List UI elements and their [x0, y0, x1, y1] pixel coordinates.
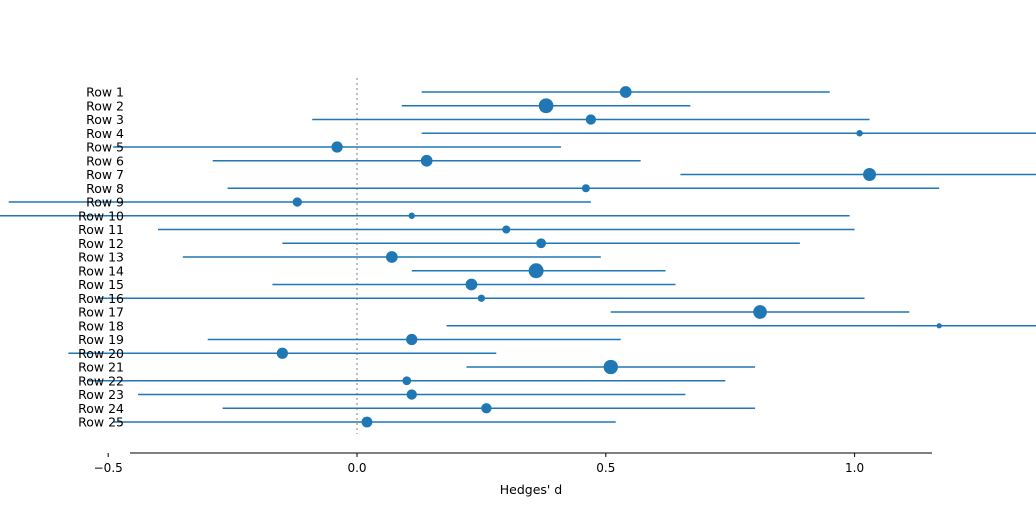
row-label: Row 8	[86, 181, 124, 196]
point-estimate	[538, 98, 554, 114]
row-label: Row 2	[86, 98, 124, 113]
point-estimate	[481, 403, 492, 414]
point-estimate	[331, 141, 343, 153]
point-estimate	[477, 294, 486, 302]
point-estimate	[408, 212, 415, 219]
row-label: Row 7	[86, 167, 124, 182]
row-label: Row 20	[78, 346, 124, 361]
row-label: Row 12	[78, 236, 124, 251]
point-estimate	[619, 86, 632, 98]
row-label: Row 17	[78, 305, 124, 320]
row-label: Row 5	[86, 140, 124, 155]
row-label: Row 23	[78, 387, 124, 402]
row-label: Row 3	[86, 112, 124, 127]
point-estimate	[536, 238, 547, 249]
row-label: Row 18	[78, 318, 124, 333]
point-estimate	[856, 130, 863, 137]
point-estimate	[361, 416, 373, 428]
row-label: Row 14	[78, 263, 124, 278]
x-tick-label: −0.5	[94, 461, 123, 475]
row-label: Row 9	[86, 195, 124, 210]
row-label: Row 4	[86, 126, 124, 141]
x-tick-label: 1.0	[845, 461, 864, 475]
point-estimate	[406, 389, 417, 400]
point-estimate	[936, 323, 942, 329]
point-estimate	[603, 359, 618, 375]
row-label: Row 16	[78, 291, 124, 306]
point-estimate	[528, 263, 544, 279]
x-axis-title: Hedges' d	[500, 482, 563, 497]
row-label: Row 24	[78, 401, 124, 416]
point-estimate	[292, 197, 302, 207]
point-estimate	[581, 184, 590, 193]
point-estimate	[385, 251, 398, 263]
point-estimate-layer	[276, 86, 942, 428]
row-label: Row 13	[78, 250, 124, 265]
row-label: Row 21	[78, 360, 124, 375]
point-estimate	[585, 114, 597, 125]
x-tick-label: 0.5	[596, 461, 615, 475]
row-label: Row 15	[78, 277, 124, 292]
row-label: Row 19	[78, 332, 124, 347]
row-label: Row 1	[86, 85, 124, 100]
row-label: Row 6	[86, 153, 124, 168]
confidence-interval-layer	[0, 91, 1036, 423]
row-label: Row 22	[78, 373, 124, 388]
point-estimate	[406, 333, 418, 346]
point-estimate	[465, 278, 478, 291]
point-estimate	[402, 376, 412, 386]
point-estimate	[502, 225, 511, 234]
x-tick-label: 0.0	[347, 461, 366, 475]
point-estimate	[420, 154, 433, 167]
row-label: Row 11	[78, 222, 124, 237]
point-estimate	[276, 347, 289, 359]
x-axis: −0.50.00.51.01.52.0	[94, 452, 932, 475]
point-estimate	[863, 168, 876, 181]
point-estimate	[753, 305, 767, 319]
row-label: Row 25	[78, 415, 124, 430]
row-label: Row 10	[78, 208, 124, 223]
